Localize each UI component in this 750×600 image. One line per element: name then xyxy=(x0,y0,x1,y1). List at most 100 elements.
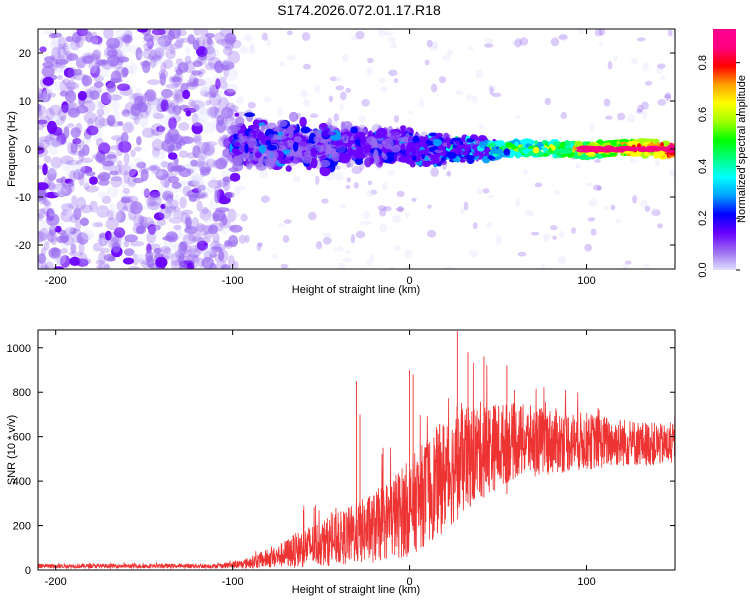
spectrogram-cell xyxy=(70,127,81,138)
spectrogram-cell xyxy=(192,145,201,159)
spectrogram-cell xyxy=(116,160,123,167)
colorbar-ticks: 0.0 0.2 0.4 0.6 0.8 xyxy=(697,55,740,278)
spectrogram-cell xyxy=(215,90,225,100)
spectrogram-cell xyxy=(233,42,240,48)
spectrogram-cell xyxy=(636,37,646,42)
spectrogram-cell xyxy=(400,143,406,151)
spectrogram-cell xyxy=(177,62,189,73)
spectrogram-cell xyxy=(213,243,226,252)
spectrogram-cell xyxy=(193,173,202,187)
spectrogram-cell xyxy=(57,75,63,80)
spectrogram-cell xyxy=(55,118,65,126)
spectrogram-cell xyxy=(148,132,162,140)
spectrogram-cell xyxy=(452,144,457,148)
spectrogram-cell xyxy=(127,92,135,103)
spectrogram-cell xyxy=(134,95,147,106)
spectrogram-cell xyxy=(657,223,663,229)
spectrogram-cell xyxy=(370,189,378,195)
spectrogram-cell xyxy=(256,242,262,252)
spectrogram-cell xyxy=(203,216,213,224)
spectrogram-cell xyxy=(98,251,106,265)
spectrogram-cell xyxy=(585,182,593,187)
spectrogram-cell xyxy=(48,104,63,116)
spectrogram-cell xyxy=(229,224,243,233)
spectrogram-cell xyxy=(486,221,493,228)
spectrogram-cell xyxy=(163,247,172,254)
spectrogram-cell xyxy=(110,70,122,83)
spectrogram-cell xyxy=(440,159,447,166)
spectrogram-cell xyxy=(150,202,164,212)
spectrogram-cell xyxy=(283,130,288,135)
spectrogram-cell xyxy=(342,257,352,263)
x-tick-label: 100 xyxy=(577,576,595,588)
spectrogram-cell xyxy=(174,39,184,48)
spectrogram-cell xyxy=(238,132,244,144)
spectrogram-cell xyxy=(67,67,78,80)
spectrogram-cell xyxy=(314,84,321,93)
spectrogram-cell xyxy=(303,98,310,108)
x-tick-label: -100 xyxy=(222,576,244,588)
spectrogram-cell xyxy=(558,34,568,40)
spectrogram-cell xyxy=(557,255,567,264)
spectrogram-cell xyxy=(444,171,451,178)
spectrogram-cell xyxy=(372,150,379,161)
spectrogram-cell xyxy=(594,159,601,163)
spectrogram-cell xyxy=(65,82,80,90)
spectrogram-cell xyxy=(644,80,653,86)
spectrogram-cell xyxy=(478,124,485,130)
spectrogram-cell xyxy=(310,113,319,118)
spectrogram-cell xyxy=(212,159,226,170)
spectrogram-cell xyxy=(201,121,216,134)
spectrogram-cell xyxy=(38,136,53,142)
spectrogram-cell xyxy=(95,259,106,266)
spectrogram-cell xyxy=(92,222,104,228)
spectrogram-cell xyxy=(244,234,250,243)
spectrogram-cell xyxy=(342,133,349,144)
spectrogram-cell xyxy=(354,153,366,160)
spectrogram-cell xyxy=(135,253,147,260)
spectrogram-cell xyxy=(266,38,272,46)
spectrogram-cell xyxy=(100,105,111,117)
spectrogram-cell xyxy=(641,109,648,120)
x-tick-label: 0 xyxy=(407,275,413,287)
spectrogram-cell xyxy=(200,142,215,156)
spectrogram-cell xyxy=(123,152,130,166)
spectrogram-cell xyxy=(207,179,222,189)
spectrogram-cell xyxy=(73,207,82,220)
spectrogram-cell xyxy=(94,66,101,75)
spectrogram-cell xyxy=(313,136,319,143)
spectrogram-cell xyxy=(301,136,307,147)
spectrogram-cell xyxy=(174,194,180,201)
spectrogram-cell xyxy=(214,179,226,187)
spectrogram-cell xyxy=(120,197,131,204)
spectrogram-cell xyxy=(86,125,99,136)
spectrogram-cell xyxy=(244,143,249,154)
spectrogram-cell xyxy=(272,253,278,260)
spectrogram-cell xyxy=(43,155,52,163)
spectrogram-cell xyxy=(134,157,143,164)
spectrogram-cell xyxy=(68,251,83,257)
spectrogram-cell xyxy=(179,196,187,209)
spectrogram-cell xyxy=(80,157,93,163)
snr-series-line xyxy=(38,362,675,570)
spectrogram-cell xyxy=(285,165,292,172)
spectrogram-cell xyxy=(141,188,150,197)
spectrogram-cell xyxy=(354,158,364,165)
spectrogram-cell xyxy=(396,190,405,198)
spectrogram-cell xyxy=(123,240,130,248)
spectrogram-cell xyxy=(48,32,57,39)
spectrogram-cell xyxy=(43,29,52,35)
spectrogram-cell xyxy=(397,205,404,213)
spectrogram-cell xyxy=(98,263,111,269)
spectrogram-cell xyxy=(95,220,103,229)
spectrogram-cell xyxy=(247,124,260,130)
spectrogram-cell xyxy=(420,142,429,148)
spectrogram-cell xyxy=(200,86,210,93)
snr-frame xyxy=(37,329,676,571)
spectrogram-cell xyxy=(382,155,388,160)
spectrogram-cell xyxy=(69,214,78,223)
spectrogram-cell xyxy=(199,166,212,173)
spectrogram-cell xyxy=(76,58,85,69)
spectrogram-cell xyxy=(228,225,237,231)
spectrogram-cell xyxy=(155,169,169,181)
